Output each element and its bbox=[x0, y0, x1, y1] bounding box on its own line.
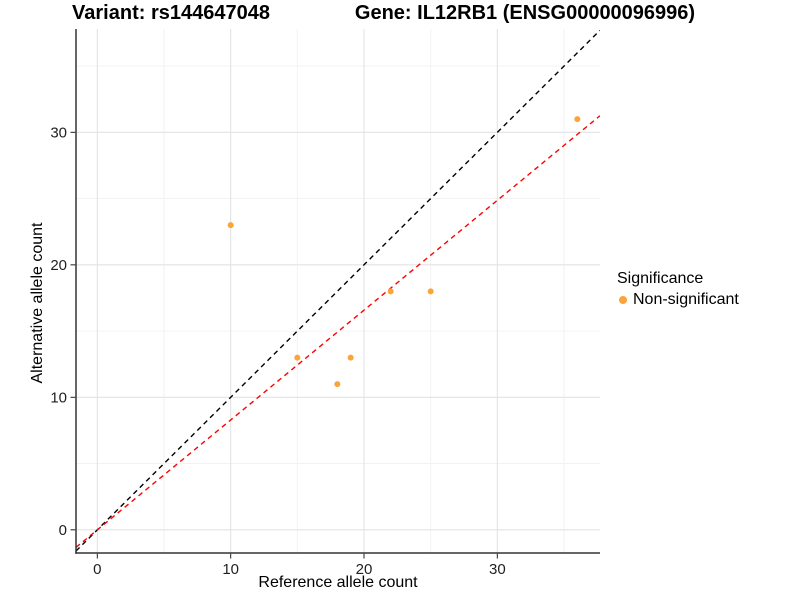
identity-line bbox=[76, 29, 600, 552]
data-point bbox=[427, 288, 434, 295]
data-point bbox=[227, 222, 234, 229]
x-tick-label: 10 bbox=[222, 561, 239, 578]
y-axis-title: Alternative allele count bbox=[29, 222, 46, 384]
y-tick-label: 20 bbox=[50, 257, 67, 274]
x-axis-title: Reference allele count bbox=[258, 574, 418, 591]
x-tick-label: 20 bbox=[356, 561, 373, 578]
legend-point-icon bbox=[619, 295, 627, 304]
y-tick-label: 30 bbox=[50, 124, 67, 141]
data-point bbox=[294, 354, 301, 361]
legend-item: Non-significant bbox=[617, 290, 739, 309]
legend: Significance Non-significant bbox=[617, 269, 739, 309]
data-point bbox=[387, 288, 394, 295]
plot-title-gene: Gene: IL12RB1 (ENSG00000096996) bbox=[354, 2, 696, 24]
data-point bbox=[574, 116, 581, 123]
plot-title-variant: Variant: rs144647048 bbox=[72, 2, 270, 24]
y-tick-label: 0 bbox=[59, 522, 67, 539]
x-tick-label: 0 bbox=[93, 561, 101, 578]
legend-item-label: Non-significant bbox=[633, 290, 739, 308]
data-point bbox=[347, 354, 354, 361]
x-tick-label: 30 bbox=[489, 561, 506, 578]
data-point bbox=[334, 381, 341, 388]
legend-title: Significance bbox=[617, 270, 704, 287]
y-tick-label: 10 bbox=[50, 389, 67, 406]
fit-line bbox=[76, 115, 600, 548]
